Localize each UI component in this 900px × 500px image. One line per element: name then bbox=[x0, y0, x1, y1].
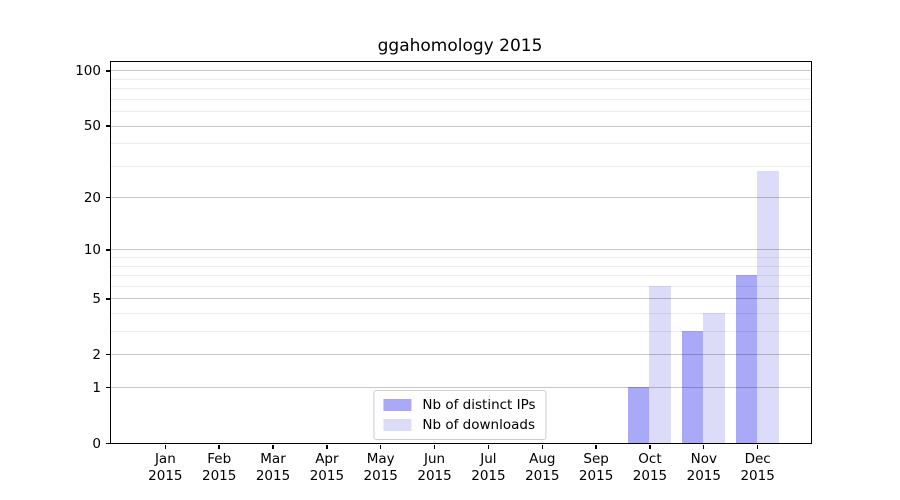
y-label-50: 50 bbox=[83, 118, 101, 135]
major-gridline-100 bbox=[111, 70, 811, 72]
major-gridline-10 bbox=[111, 249, 811, 251]
x-label-month: May bbox=[366, 451, 395, 467]
y-tick-10 bbox=[106, 249, 110, 251]
x-label-dec: Dec 2015 bbox=[726, 451, 790, 484]
y-tick-5 bbox=[106, 298, 110, 300]
x-label-year: 2015 bbox=[740, 467, 775, 484]
y-label-100: 100 bbox=[75, 62, 101, 79]
bar-nb-of-distinct-ips-dec bbox=[735, 275, 758, 443]
x-label-year: 2015 bbox=[686, 467, 721, 484]
minor-gridline-30 bbox=[111, 165, 811, 167]
legend-label-downloads: Nb of downloads bbox=[422, 417, 535, 433]
x-label-jan: Jan 2015 bbox=[133, 451, 197, 484]
minor-gridline-80 bbox=[111, 88, 811, 90]
bar-nb-of-distinct-ips-nov bbox=[681, 331, 704, 443]
x-label-month: Jul bbox=[480, 451, 497, 467]
y-label-20: 20 bbox=[83, 189, 101, 206]
minor-gridline-90 bbox=[111, 78, 811, 80]
legend: Nb of distinct IPs Nb of downloads bbox=[373, 390, 547, 440]
y-tick-2 bbox=[106, 354, 110, 356]
x-label-year: 2015 bbox=[309, 467, 345, 484]
minor-gridline-8 bbox=[111, 265, 811, 267]
x-label-jul: Jul 2015 bbox=[456, 451, 520, 484]
x-tick-dec bbox=[756, 445, 759, 449]
legend-swatch-distinct-ips bbox=[383, 399, 412, 411]
x-label-year: 2015 bbox=[417, 467, 452, 484]
y-tick-50 bbox=[106, 125, 110, 127]
y-label-0: 0 bbox=[92, 435, 101, 452]
major-gridline-2 bbox=[111, 354, 811, 356]
plot-area bbox=[110, 61, 812, 444]
x-label-month: Dec bbox=[744, 451, 771, 467]
x-label-sep: Sep 2015 bbox=[564, 451, 628, 484]
x-label-year: 2015 bbox=[148, 467, 183, 484]
x-label-month: Feb bbox=[207, 451, 232, 467]
y-tick-0 bbox=[106, 442, 110, 445]
minor-gridline-70 bbox=[111, 98, 811, 100]
x-label-month: Mar bbox=[260, 451, 286, 467]
y-tick-20 bbox=[106, 196, 110, 199]
x-label-month: Oct bbox=[638, 451, 662, 467]
x-label-feb: Feb 2015 bbox=[187, 451, 251, 484]
x-label-year: 2015 bbox=[525, 467, 560, 484]
x-tick-mar bbox=[272, 445, 274, 449]
x-tick-feb bbox=[218, 445, 220, 449]
x-label-aug: Aug 2015 bbox=[510, 451, 574, 484]
minor-gridline-7 bbox=[111, 275, 811, 277]
y-tick-100 bbox=[106, 70, 110, 72]
legend-row-distinct-ips: Nb of distinct IPs bbox=[383, 397, 536, 413]
major-gridline-1 bbox=[111, 387, 811, 389]
bar-nb-of-distinct-ips-oct bbox=[627, 387, 650, 443]
legend-swatch-downloads bbox=[383, 419, 412, 431]
x-label-nov: Nov 2015 bbox=[672, 451, 736, 484]
x-label-year: 2015 bbox=[255, 467, 291, 484]
x-tick-jan bbox=[164, 445, 167, 449]
chart-title: ggahomology 2015 bbox=[377, 36, 543, 56]
y-label-10: 10 bbox=[83, 241, 101, 258]
legend-label-distinct-ips: Nb of distinct IPs bbox=[422, 397, 536, 413]
major-gridline-50 bbox=[111, 125, 811, 127]
x-tick-jun bbox=[433, 445, 436, 449]
x-label-year: 2015 bbox=[632, 467, 668, 484]
y-tick-1 bbox=[106, 386, 110, 389]
x-label-oct: Oct 2015 bbox=[618, 451, 682, 484]
minor-gridline-3 bbox=[111, 331, 811, 333]
minor-gridline-4 bbox=[111, 313, 811, 315]
x-label-jun: Jun 2015 bbox=[403, 451, 467, 484]
x-label-month: Aug bbox=[529, 451, 556, 467]
x-tick-oct bbox=[649, 445, 651, 449]
x-label-month: Nov bbox=[690, 451, 717, 467]
x-tick-apr bbox=[326, 445, 328, 449]
x-tick-may bbox=[380, 445, 382, 449]
x-label-year: 2015 bbox=[578, 467, 614, 484]
y-label-5: 5 bbox=[92, 290, 101, 307]
x-label-month: Apr bbox=[315, 451, 339, 467]
x-label-month: Jan bbox=[154, 451, 176, 467]
y-label-1: 1 bbox=[92, 379, 101, 396]
x-label-year: 2015 bbox=[202, 467, 237, 484]
minor-gridline-9 bbox=[111, 257, 811, 259]
x-tick-jul bbox=[487, 445, 490, 449]
major-gridline-5 bbox=[111, 298, 811, 300]
major-gridline-20 bbox=[111, 197, 811, 199]
x-label-mar: Mar 2015 bbox=[241, 451, 305, 484]
x-label-may: May 2015 bbox=[349, 451, 413, 484]
x-tick-nov bbox=[703, 445, 705, 449]
x-label-month: Sep bbox=[583, 451, 609, 467]
x-tick-aug bbox=[541, 445, 543, 449]
x-label-month: Jun bbox=[424, 451, 446, 467]
legend-row-downloads: Nb of downloads bbox=[383, 417, 535, 433]
x-tick-sep bbox=[595, 445, 597, 449]
bar-nb-of-downloads-oct bbox=[649, 285, 671, 443]
minor-gridline-40 bbox=[111, 143, 811, 145]
x-label-apr: Apr 2015 bbox=[295, 451, 359, 484]
y-label-2: 2 bbox=[92, 346, 101, 363]
x-label-year: 2015 bbox=[363, 467, 398, 484]
x-label-year: 2015 bbox=[471, 467, 506, 484]
minor-gridline-6 bbox=[111, 285, 811, 287]
bar-nb-of-downloads-nov bbox=[703, 313, 725, 443]
bar-nb-of-downloads-dec bbox=[757, 171, 779, 443]
minor-gridline-60 bbox=[111, 111, 811, 113]
